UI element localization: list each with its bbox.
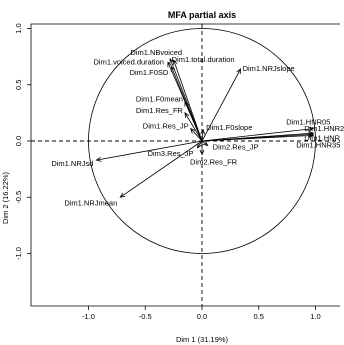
vector-line bbox=[184, 112, 203, 142]
y-tick-label: 1.0 bbox=[14, 23, 23, 33]
vector-label: Dim2.Res_FR bbox=[190, 158, 238, 167]
vector-label: Dim1.F0mean bbox=[136, 95, 183, 104]
vector-label: Dim1.NRJslope bbox=[243, 64, 295, 73]
vector-label: Dim1.HNR35 bbox=[296, 140, 340, 149]
x-tick-label: -0.5 bbox=[139, 312, 152, 321]
vector-label: Dim1.HNR2 bbox=[304, 124, 344, 133]
vector-label: Dim1.NRJmean bbox=[64, 198, 117, 207]
vector-label: Dim1.NRJsd bbox=[51, 159, 93, 168]
chart-title: MFA partial axis bbox=[168, 10, 236, 20]
vector-arrowhead bbox=[169, 57, 175, 64]
vector-arrowhead bbox=[184, 112, 190, 118]
vector-arrowhead bbox=[170, 65, 176, 72]
vector-line bbox=[201, 134, 314, 142]
vector-label: Dim1.HNR bbox=[304, 133, 340, 142]
vector-line bbox=[184, 101, 203, 142]
x-axis-title: Dim 1 (31.19%) bbox=[176, 335, 229, 344]
y-tick-label: 0.0 bbox=[14, 136, 23, 146]
y-tick-label: -1.0 bbox=[14, 247, 23, 260]
vector-arrowhead bbox=[119, 192, 126, 198]
vector-line bbox=[190, 128, 203, 142]
vector-arrowhead bbox=[202, 140, 209, 147]
vector-label: Dim1.F0slope bbox=[206, 123, 252, 132]
vector-label: Dim1.HNR05 bbox=[286, 118, 330, 127]
x-tick-label: -1.0 bbox=[82, 312, 95, 321]
vector-arrowhead bbox=[200, 128, 206, 135]
vector-label: Dim1.Res_FR bbox=[136, 106, 184, 115]
vector-line bbox=[201, 68, 241, 142]
x-tick-label: 0.5 bbox=[254, 312, 264, 321]
vector-line bbox=[173, 59, 203, 142]
vector-arrowhead bbox=[95, 156, 102, 162]
vector-label: Dim1.Res_JP bbox=[143, 122, 189, 131]
vector-arrowhead bbox=[199, 149, 205, 156]
vector-label: Dim2.Res_JP bbox=[213, 143, 259, 152]
plot-frame bbox=[30, 23, 340, 307]
vector-arrowhead bbox=[172, 59, 178, 66]
y-tick-label: -0.5 bbox=[14, 191, 23, 204]
vector-label: Dim1.total.duration bbox=[172, 55, 235, 64]
x-tick-label: 1.0 bbox=[310, 312, 320, 321]
y-tick-label: 0.5 bbox=[14, 80, 23, 90]
vector-arrowhead bbox=[308, 126, 315, 132]
vector-line bbox=[201, 140, 208, 146]
vector-arrowhead bbox=[236, 68, 242, 75]
vector-arrowhead bbox=[184, 100, 189, 107]
vector-label: Dim3.Res_JP bbox=[148, 149, 194, 158]
vector-label: Dim1.F0SD bbox=[130, 68, 169, 77]
vector-label: Dim1.voiced.duration bbox=[93, 57, 163, 66]
vector-arrowhead bbox=[167, 61, 172, 68]
vector-line bbox=[201, 129, 204, 142]
vector-line bbox=[201, 128, 314, 142]
vector-line bbox=[120, 140, 203, 198]
vector-arrowhead bbox=[189, 127, 196, 134]
y-axis-title: Dim 2 (16.22%) bbox=[1, 171, 10, 224]
vector-arrowhead bbox=[308, 133, 315, 138]
vector-label: Dim1.NBvoiced bbox=[130, 48, 182, 57]
vector-arrowhead bbox=[196, 142, 202, 149]
plot-area: -1.0 -1.0 -0.5 -0.5 0.0 0.0 0.5 0.5 1.0 1.0 Dim1.N… bbox=[14, 23, 344, 321]
vector-line bbox=[197, 140, 203, 148]
vector-line bbox=[96, 140, 203, 161]
x-tick-label: 0.0 bbox=[197, 312, 207, 321]
